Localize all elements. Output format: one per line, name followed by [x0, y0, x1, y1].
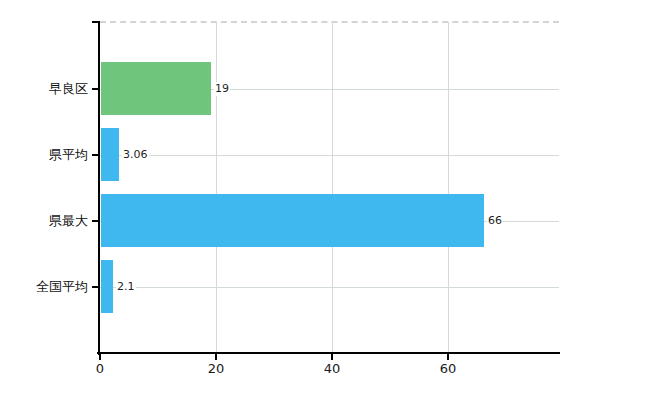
x-tick-label: 60 — [440, 361, 457, 376]
bar — [101, 194, 484, 247]
category-label: 早良区 — [0, 80, 88, 98]
x-tick-label: 0 — [96, 361, 104, 376]
x-axis-tick — [215, 353, 217, 360]
category-gridline — [100, 287, 559, 288]
x-tick-label: 40 — [324, 361, 341, 376]
category-label: 県最大 — [0, 212, 88, 230]
x-axis-tick — [331, 353, 333, 360]
x-gridline — [332, 22, 333, 353]
x-axis-tick — [447, 353, 449, 360]
bar-value-label: 3.06 — [122, 148, 149, 162]
x-gridline — [448, 22, 449, 353]
bar-value-label: 66 — [487, 214, 503, 228]
category-label: 県平均 — [0, 146, 88, 164]
x-gridline — [216, 22, 217, 353]
plot-top-border — [100, 21, 559, 23]
x-axis-line — [97, 352, 560, 354]
horizontal-bar-chart: 0 20 40 60 早良区 19 県平均 3.06 県最大 66 全国平均 2.1 — [0, 0, 650, 400]
bar — [101, 128, 119, 181]
bar-value-label: 2.1 — [116, 280, 136, 294]
bar — [101, 62, 211, 115]
bar-value-label: 19 — [214, 82, 230, 96]
bar — [101, 260, 113, 313]
x-tick-label: 20 — [208, 361, 225, 376]
y-axis-line — [98, 22, 100, 355]
category-label: 全国平均 — [0, 278, 88, 296]
category-gridline — [100, 155, 559, 156]
